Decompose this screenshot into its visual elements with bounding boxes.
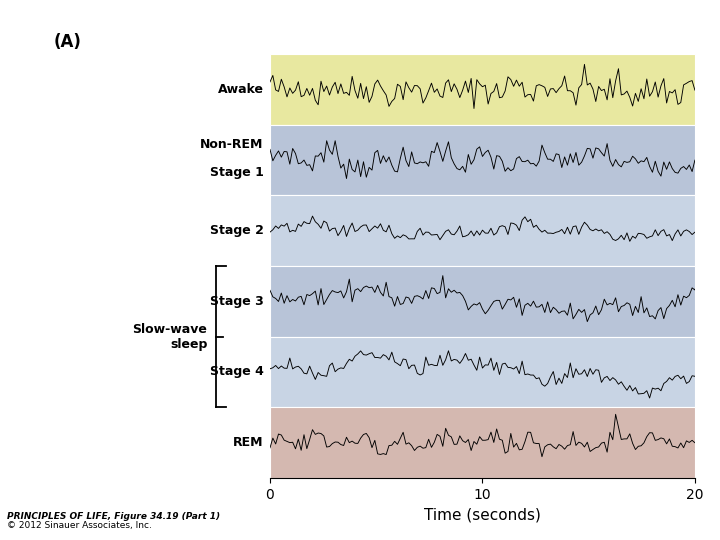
Bar [270,54,695,125]
Text: Slow-wave
sleep: Slow-wave sleep [132,322,207,350]
Text: Stage 2: Stage 2 [210,224,264,237]
Bar [270,266,695,336]
Bar [270,336,695,407]
Bar [270,125,695,195]
Bar [270,407,695,478]
Text: Stage 4: Stage 4 [210,366,264,379]
Text: Stage 1: Stage 1 [210,166,264,179]
Text: Non-REM: Non-REM [200,138,264,151]
Text: (A): (A) [54,33,82,51]
Text: Awake: Awake [217,83,264,96]
Bar [270,195,695,266]
Text: PRINCIPLES OF LIFE, Figure 34.19 (Part 1): PRINCIPLES OF LIFE, Figure 34.19 (Part 1… [7,512,220,521]
Text: © 2012 Sinauer Associates, Inc.: © 2012 Sinauer Associates, Inc. [7,522,152,530]
Text: Stage 3: Stage 3 [210,295,264,308]
Text: Figure 34.19  Stages of Sleep (Part 1): Figure 34.19 Stages of Sleep (Part 1) [6,8,254,22]
Text: REM: REM [233,436,264,449]
X-axis label: Time (seconds): Time (seconds) [424,507,541,522]
